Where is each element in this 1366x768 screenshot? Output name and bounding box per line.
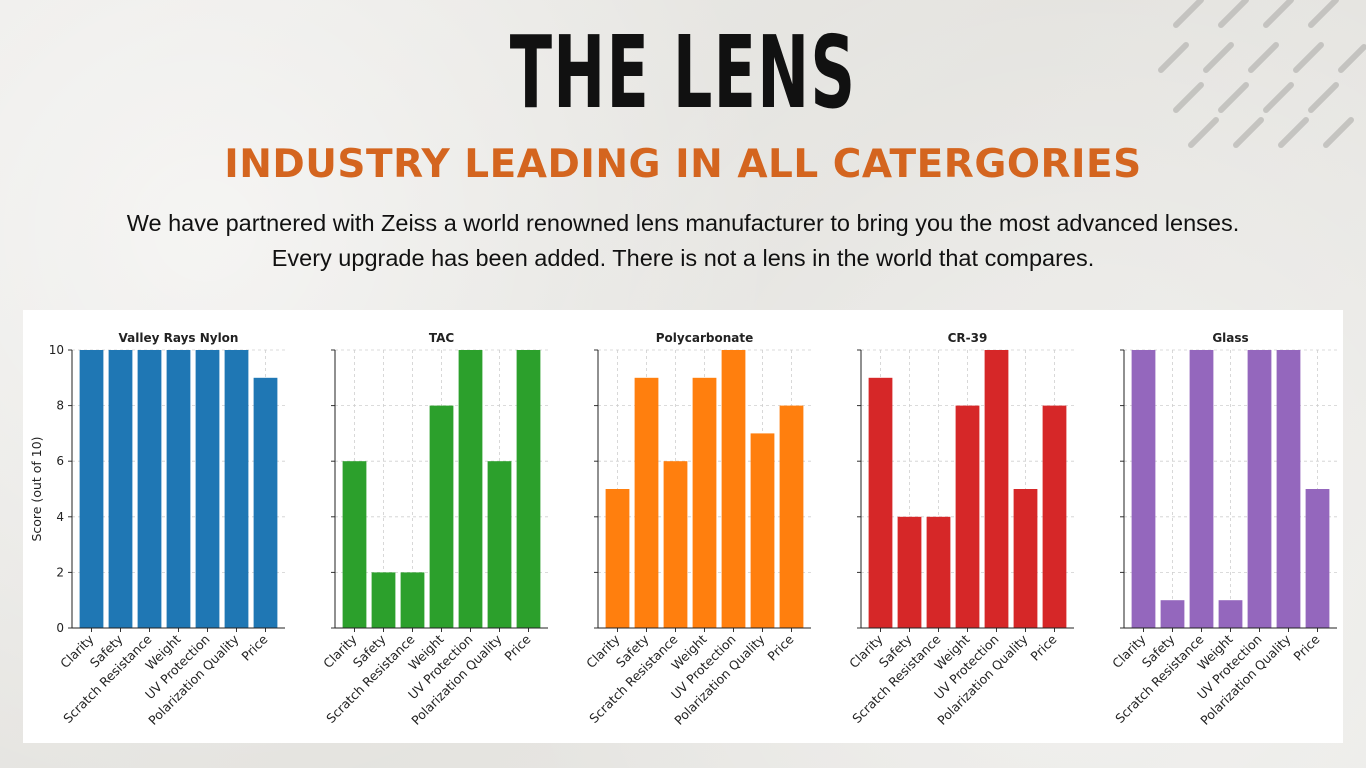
bar-tac-scratch-resistance	[400, 572, 425, 628]
bar-valley-rays-nylon-safety	[108, 350, 133, 628]
bar-glass-safety	[1160, 600, 1185, 628]
x-tick-label: Price	[764, 631, 796, 663]
x-tick-label: Price	[238, 631, 270, 663]
bar-tac-weight	[429, 405, 454, 628]
bar-valley-rays-nylon-uv-protection	[195, 350, 220, 628]
chart-panel: 0 2 4 6 8 10 Clarity Safety Scratch Resistance We…	[23, 310, 1343, 743]
y-tick-label: 6	[56, 454, 64, 468]
x-tick-label: Price	[1290, 631, 1322, 663]
bar-polycarbonate-polarization-quality	[750, 433, 775, 628]
bar-valley-rays-nylon-polarization-quality	[224, 350, 249, 628]
page-subtitle: INDUSTRY LEADING IN ALL CATERGORIES	[224, 142, 1142, 187]
bar-polycarbonate-uv-protection	[721, 350, 746, 628]
bar-polycarbonate-safety	[634, 377, 659, 628]
bar-cr-39-clarity	[868, 377, 893, 628]
bar-glass-price	[1305, 489, 1330, 628]
bar-valley-rays-nylon-price	[253, 377, 278, 628]
page-title: THE LENS	[509, 14, 857, 131]
bar-valley-rays-nylon-clarity	[79, 350, 104, 628]
y-tick-label: 8	[56, 399, 64, 413]
y-tick-label: 10	[49, 343, 64, 357]
bar-valley-rays-nylon-weight	[166, 350, 191, 628]
y-tick-label: 2	[56, 565, 64, 579]
bar-polycarbonate-price	[779, 405, 804, 628]
chart-title-glass: Glass	[1212, 331, 1248, 345]
x-tick-label: Price	[1027, 631, 1059, 663]
chart-title-cr-39: CR-39	[948, 331, 988, 345]
chart-title-valley-rays-nylon: Valley Rays Nylon	[119, 331, 239, 345]
description-line-2: Every upgrade has been added. There is n…	[271, 245, 1095, 271]
y-tick-label: 4	[56, 510, 64, 524]
bar-polycarbonate-weight	[692, 377, 717, 628]
bar-tac-uv-protection	[458, 350, 483, 628]
y-tick-label: 0	[56, 621, 64, 635]
bar-glass-polarization-quality	[1276, 350, 1301, 628]
bar-tac-price	[516, 350, 541, 628]
bar-cr-39-scratch-resistance	[926, 516, 951, 628]
bar-glass-clarity	[1131, 350, 1156, 628]
bar-valley-rays-nylon-scratch-resistance	[137, 350, 162, 628]
decorative-diamond-pattern	[1158, 0, 1366, 148]
description: We have partnered with Zeiss a world ren…	[40, 206, 1326, 276]
bar-polycarbonate-clarity	[605, 489, 630, 628]
bar-cr-39-polarization-quality	[1013, 489, 1038, 628]
bar-tac-safety	[371, 572, 396, 628]
bar-cr-39-safety	[897, 516, 922, 628]
x-tick-label: Price	[501, 631, 533, 663]
y-axis-label: Score (out of 10)	[29, 436, 44, 541]
chart-title-polycarbonate: Polycarbonate	[656, 331, 753, 345]
bar-cr-39-price	[1042, 405, 1067, 628]
bar-tac-clarity	[342, 461, 367, 628]
bar-glass-scratch-resistance	[1189, 350, 1214, 628]
bar-cr-39-uv-protection	[984, 350, 1009, 628]
bar-glass-uv-protection	[1247, 350, 1272, 628]
bar-cr-39-weight	[955, 405, 980, 628]
bar-tac-polarization-quality	[487, 461, 512, 628]
bar-polycarbonate-scratch-resistance	[663, 461, 688, 628]
description-line-1: We have partnered with Zeiss a world ren…	[126, 210, 1240, 236]
chart-title-tac: TAC	[429, 331, 455, 345]
bar-glass-weight	[1218, 600, 1243, 628]
